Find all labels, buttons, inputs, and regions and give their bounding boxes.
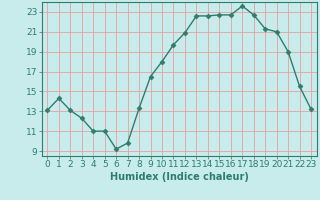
- X-axis label: Humidex (Indice chaleur): Humidex (Indice chaleur): [110, 172, 249, 182]
